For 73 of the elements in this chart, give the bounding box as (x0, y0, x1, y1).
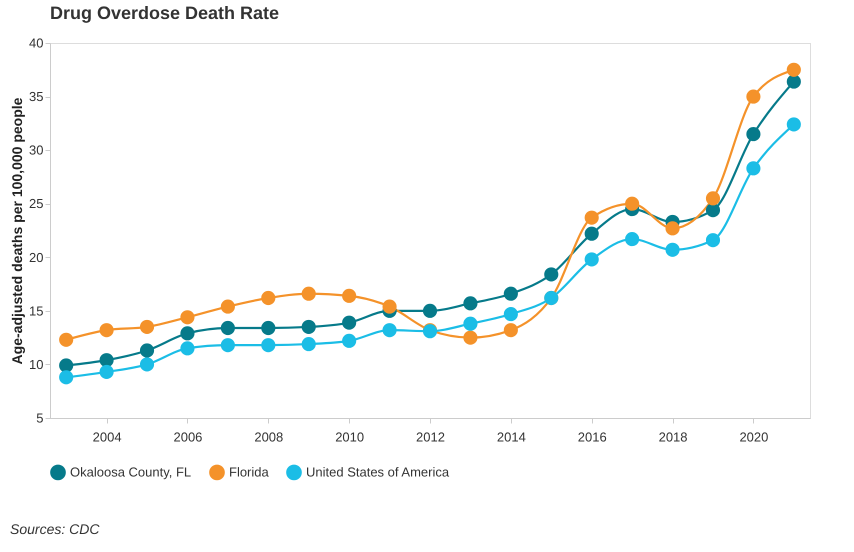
x-tick-label: 2004 (92, 430, 122, 444)
point (706, 233, 720, 248)
point (504, 307, 518, 322)
point (746, 127, 760, 142)
point (625, 232, 640, 246)
point (665, 242, 680, 257)
point (463, 316, 478, 331)
point (180, 341, 195, 356)
point (625, 196, 640, 211)
point (140, 320, 154, 334)
y-tick-label: 40 (29, 36, 44, 50)
legend-label: Florida (229, 464, 270, 480)
point (665, 221, 680, 236)
point (100, 323, 114, 338)
x-tick-label: 2018 (658, 430, 688, 444)
point (584, 210, 599, 225)
chart-title: Drug Overdose Death Rate (50, 3, 280, 23)
point (746, 90, 760, 104)
y-tick-label: 20 (29, 250, 44, 265)
point (463, 330, 478, 345)
point (140, 343, 154, 358)
x-tick-label: 2014 (496, 430, 526, 444)
x-tick-label: 2020 (739, 430, 768, 444)
x-tick-label: 2008 (254, 430, 284, 444)
point (422, 304, 438, 318)
x-tick-label: 2012 (416, 430, 445, 444)
y-tick-label: 5 (36, 410, 44, 426)
source-note: Sources: CDC (10, 521, 100, 537)
point (382, 300, 397, 314)
point (261, 320, 276, 336)
point (382, 323, 397, 338)
point (342, 316, 356, 330)
legend-label: United States of America (306, 464, 450, 480)
point (261, 290, 276, 306)
point (584, 252, 599, 266)
point (746, 161, 760, 176)
point (261, 338, 276, 352)
x-tick-label: 2016 (578, 430, 607, 444)
point (504, 323, 518, 338)
y-tick-label: 25 (29, 196, 44, 212)
point (786, 62, 801, 77)
x-tick-label: 2010 (335, 430, 364, 444)
point (463, 296, 478, 310)
point (786, 117, 801, 132)
point (140, 357, 154, 372)
point (302, 286, 316, 301)
point (180, 326, 195, 340)
point (342, 288, 356, 303)
point (706, 203, 720, 218)
point (706, 191, 720, 206)
point (100, 353, 114, 368)
point (180, 310, 195, 324)
point (302, 320, 316, 334)
y-tick-label: 15 (29, 303, 44, 318)
point (786, 74, 801, 89)
point (220, 320, 235, 336)
x-tick-label: 2006 (173, 430, 202, 444)
y-tick-label: 30 (29, 142, 44, 158)
point (504, 286, 518, 301)
point (220, 338, 235, 352)
point (342, 334, 356, 348)
y-tick-label: 35 (29, 89, 44, 104)
point (59, 370, 74, 384)
point (302, 337, 316, 352)
point (100, 364, 114, 379)
legend-label: Okaloosa County, FL (70, 464, 192, 480)
point (220, 300, 235, 314)
y-tick-label: 10 (29, 356, 44, 372)
y-axis-title: Age-adjusted deaths per 100,000 people (9, 97, 26, 364)
point (584, 226, 599, 241)
point (544, 267, 558, 282)
point (59, 332, 74, 347)
point (59, 358, 74, 373)
